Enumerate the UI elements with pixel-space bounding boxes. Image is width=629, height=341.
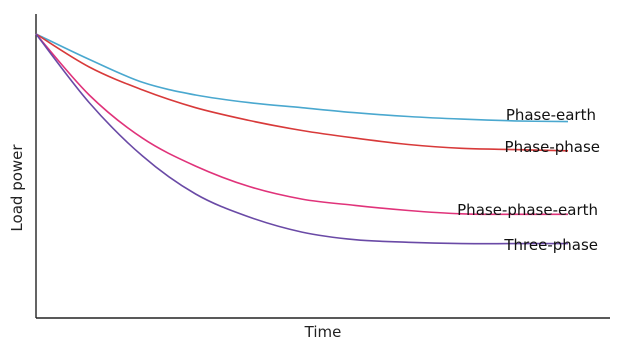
- x-axis-label: Time: [304, 323, 342, 341]
- series-label-phase-phase-earth: Phase-phase-earth: [457, 201, 598, 219]
- series-label-phase-earth: Phase-earth: [506, 106, 596, 124]
- series-line-phase-phase-earth: [35, 33, 569, 216]
- y-axis-label: Load power: [8, 144, 26, 232]
- series-line-phase-phase: [35, 33, 569, 152]
- series-label-phase-phase: Phase-phase: [505, 138, 600, 156]
- series-line-three-phase: [35, 33, 568, 245]
- series-line-phase-earth: [35, 33, 569, 123]
- series-group: Phase-earth Phase-phase Phase-phase-earth T…: [35, 33, 600, 254]
- series-label-three-phase: Three-phase: [503, 236, 598, 254]
- axes: [35, 14, 610, 319]
